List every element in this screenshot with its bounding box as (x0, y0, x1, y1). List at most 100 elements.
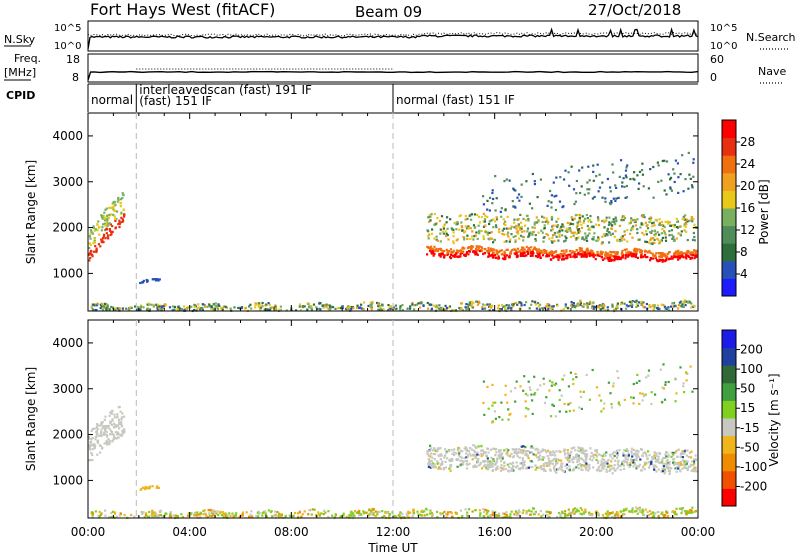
x-tick-label: 16:00 (477, 525, 512, 539)
echo-point (566, 229, 569, 232)
echo-point (117, 431, 120, 434)
echo-point (523, 460, 526, 463)
echo-point (150, 303, 153, 306)
echo-point (103, 219, 107, 222)
echo-point (119, 410, 122, 413)
echo-point (109, 223, 112, 226)
echo-point (642, 452, 645, 455)
echo-point (139, 306, 142, 309)
echo-point (269, 306, 272, 309)
echo-point (559, 252, 562, 255)
echo-point (617, 401, 620, 404)
echo-point (616, 454, 619, 457)
echo-point (161, 515, 164, 518)
echo-point (542, 463, 545, 466)
echo-point (103, 222, 106, 225)
echo-point (677, 448, 680, 451)
echo-point (512, 248, 515, 251)
echo-point (526, 394, 529, 397)
echo-point (275, 307, 278, 310)
echo-point (447, 250, 451, 253)
echo-point (599, 250, 602, 254)
echo-point (635, 381, 638, 384)
echo-point (605, 470, 608, 473)
echo-point (471, 235, 474, 238)
echo-point (201, 303, 204, 306)
echo-point (517, 232, 520, 235)
echo-point (649, 239, 652, 242)
y-tick-label: 4000 (52, 336, 83, 350)
echo-point (576, 455, 579, 458)
echo-point (685, 371, 688, 374)
echo-point (418, 306, 422, 309)
echo-point (655, 465, 658, 468)
echo-point (279, 305, 282, 308)
echo-point (516, 464, 519, 467)
echo-point (584, 235, 587, 238)
echo-point (97, 514, 100, 517)
echo-point (278, 308, 282, 312)
colorbar-tick-label: 20 (740, 179, 755, 193)
echo-point (691, 220, 694, 223)
echo-point (651, 511, 654, 514)
echo-point (558, 233, 561, 236)
echo-point (536, 250, 539, 253)
echo-point (515, 231, 518, 234)
colorbar-swatch (722, 347, 736, 366)
echo-point (654, 232, 657, 235)
echo-point (519, 385, 522, 388)
colorbar-swatch (722, 488, 736, 507)
echo-point (384, 511, 387, 514)
echo-point (625, 248, 628, 251)
echo-point (611, 305, 614, 308)
echo-point (90, 438, 93, 441)
echo-point (106, 304, 109, 307)
echo-point (466, 455, 469, 458)
echo-point (609, 392, 612, 395)
echo-point (455, 252, 458, 255)
echo-point (566, 257, 569, 260)
echo-point (308, 509, 311, 512)
echo-point (660, 255, 663, 258)
echo-point (579, 390, 582, 393)
echo-point (616, 302, 619, 305)
echo-point (352, 512, 355, 515)
echo-point (642, 395, 646, 398)
echo-point (611, 220, 614, 223)
echo-point (429, 455, 432, 458)
echo-point (629, 304, 632, 307)
echo-point (465, 307, 468, 311)
echo-point (522, 389, 525, 392)
echo-point (528, 386, 531, 389)
echo-point (484, 231, 487, 234)
echo-point (473, 450, 477, 454)
echo-point (651, 456, 654, 459)
echo-point (549, 189, 552, 193)
echo-point (341, 306, 344, 309)
echo-point (460, 249, 463, 252)
echo-point (516, 303, 519, 306)
echo-point (656, 304, 659, 307)
echo-point (488, 220, 491, 223)
echo-point (682, 215, 685, 218)
echo-point (666, 220, 669, 223)
echo-point (319, 308, 322, 311)
echo-point (499, 469, 502, 472)
echo-point (644, 249, 647, 252)
echo-point (592, 255, 595, 258)
echo-point (220, 514, 224, 517)
echo-point (434, 453, 437, 456)
echo-point (511, 467, 514, 470)
echo-point (496, 458, 499, 461)
echo-point (684, 510, 687, 513)
echo-point (645, 233, 648, 236)
echo-point (694, 454, 697, 457)
echo-point (515, 514, 519, 517)
echo-point (515, 228, 518, 231)
echo-point (551, 403, 554, 406)
velocity-plot-area (88, 320, 698, 518)
echo-point (459, 449, 462, 452)
echo-point (674, 462, 678, 465)
echo-point (687, 510, 690, 513)
echo-point (491, 469, 494, 472)
